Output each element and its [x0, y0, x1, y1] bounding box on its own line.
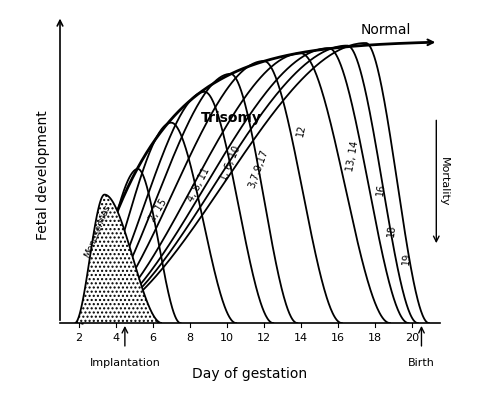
Polygon shape	[75, 195, 162, 323]
Text: Monosomies: Monosomies	[84, 203, 112, 259]
Text: Day of gestation: Day of gestation	[192, 367, 308, 381]
Text: 12: 12	[257, 333, 271, 343]
Text: 19: 19	[401, 252, 412, 266]
Text: Normal: Normal	[360, 23, 410, 37]
Text: 14: 14	[294, 333, 308, 343]
Text: 4, 8, 11: 4, 8, 11	[186, 165, 212, 203]
Text: 4: 4	[112, 333, 119, 343]
Text: 3,7,9,17: 3,7,9,17	[247, 148, 270, 190]
Text: Fetal development: Fetal development	[36, 110, 50, 240]
Text: 16: 16	[375, 183, 386, 196]
Text: Birth: Birth	[408, 358, 435, 368]
Text: 6: 6	[149, 333, 156, 343]
Text: 10: 10	[220, 333, 234, 343]
Text: 16: 16	[331, 333, 345, 343]
Text: 2: 2	[75, 333, 82, 343]
Text: Trisomy: Trisomy	[201, 110, 262, 125]
Text: 18: 18	[386, 224, 398, 237]
Text: 1, 6, 10: 1, 6, 10	[218, 145, 242, 183]
Text: Mortality: Mortality	[438, 157, 448, 206]
Text: 18: 18	[368, 333, 382, 343]
Text: 8: 8	[186, 333, 194, 343]
Text: 20: 20	[405, 333, 419, 343]
Text: 2, 15: 2, 15	[148, 197, 169, 223]
Text: Implantation: Implantation	[90, 358, 160, 368]
Text: 12: 12	[295, 123, 307, 138]
Text: 13, 14: 13, 14	[346, 140, 360, 172]
